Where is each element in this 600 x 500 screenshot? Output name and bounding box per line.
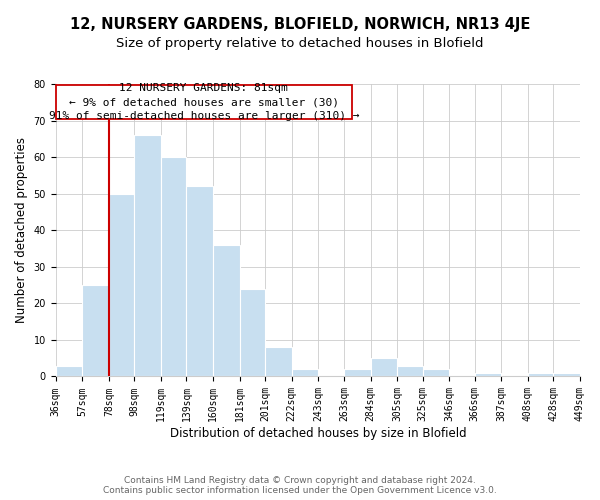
Text: Size of property relative to detached houses in Blofield: Size of property relative to detached ho… <box>116 38 484 51</box>
Bar <box>371 358 397 376</box>
Bar <box>213 245 240 376</box>
Bar <box>397 366 422 376</box>
Bar <box>292 369 319 376</box>
Bar <box>422 369 449 376</box>
Bar <box>553 373 580 376</box>
Bar <box>187 186 213 376</box>
Text: Contains HM Land Registry data © Crown copyright and database right 2024.
Contai: Contains HM Land Registry data © Crown c… <box>103 476 497 495</box>
Bar <box>265 347 292 376</box>
X-axis label: Distribution of detached houses by size in Blofield: Distribution of detached houses by size … <box>170 427 466 440</box>
Bar <box>134 135 161 376</box>
Text: 12, NURSERY GARDENS, BLOFIELD, NORWICH, NR13 4JE: 12, NURSERY GARDENS, BLOFIELD, NORWICH, … <box>70 18 530 32</box>
Bar <box>161 157 187 376</box>
Bar <box>56 366 82 376</box>
Bar <box>240 288 265 376</box>
Bar <box>528 373 553 376</box>
Y-axis label: Number of detached properties: Number of detached properties <box>15 137 28 323</box>
Bar <box>109 194 134 376</box>
Text: 12 NURSERY GARDENS: 81sqm
← 9% of detached houses are smaller (30)
91% of semi-d: 12 NURSERY GARDENS: 81sqm ← 9% of detach… <box>49 84 359 122</box>
Bar <box>82 285 109 376</box>
Bar <box>344 369 371 376</box>
Bar <box>475 373 501 376</box>
